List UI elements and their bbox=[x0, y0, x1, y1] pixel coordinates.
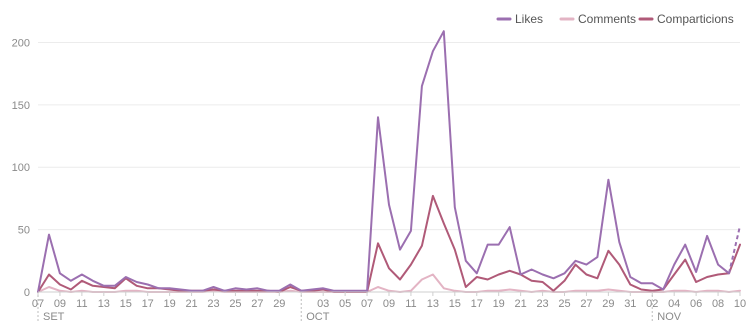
grid-lines bbox=[38, 41, 740, 293]
legend-item-comments: Comments bbox=[559, 12, 636, 26]
x-tick-label: 21 bbox=[515, 298, 527, 310]
series-lines bbox=[37, 30, 741, 293]
x-tick-label: 25 bbox=[229, 298, 241, 310]
x-tick-label: 17 bbox=[142, 298, 154, 310]
x-tick-label: 23 bbox=[207, 298, 219, 310]
y-axis: 0 50 100 150 200 bbox=[12, 37, 30, 299]
x-tick-label: 11 bbox=[405, 298, 416, 310]
x-tick-label: 19 bbox=[493, 298, 505, 310]
x-tick-label: 08 bbox=[712, 298, 724, 310]
x-tick-label: 11 bbox=[76, 298, 87, 310]
series-line-dashed-likes bbox=[728, 225, 741, 274]
month-label: OCT bbox=[306, 311, 330, 323]
x-tick-label: 31 bbox=[624, 298, 636, 310]
y-tick-label: 50 bbox=[18, 225, 30, 237]
y-tick-label: 200 bbox=[12, 37, 30, 49]
x-tick-label: 29 bbox=[602, 298, 614, 310]
legend-item-comparticions: Comparticions bbox=[638, 12, 734, 26]
x-tick-label: 06 bbox=[690, 298, 702, 310]
legend-item-likes: Likes bbox=[496, 12, 543, 26]
x-tick-label: 23 bbox=[536, 298, 548, 310]
x-tick-label: 27 bbox=[580, 298, 592, 310]
x-tick-label: 13 bbox=[427, 298, 439, 310]
x-tick-label: 09 bbox=[54, 298, 66, 310]
x-tick-label: 19 bbox=[164, 298, 176, 310]
y-tick-label: 100 bbox=[12, 162, 30, 174]
series-line-comparticions bbox=[37, 194, 741, 293]
y-tick-label: 0 bbox=[24, 287, 30, 299]
x-tick-label: 13 bbox=[98, 298, 110, 310]
series-line-likes bbox=[37, 30, 730, 293]
x-tick-label: 09 bbox=[383, 298, 395, 310]
x-tick-label: 15 bbox=[449, 298, 461, 310]
x-tick-label: 15 bbox=[120, 298, 132, 310]
legend-label: Likes bbox=[515, 12, 543, 26]
x-tick-label: 07 bbox=[361, 298, 373, 310]
legend-label: Comparticions bbox=[657, 12, 734, 26]
legend: Likes Comments Comparticions bbox=[496, 12, 734, 26]
x-tick-label: 10 bbox=[734, 298, 746, 310]
month-label: SET bbox=[43, 311, 65, 323]
x-tick-label: 29 bbox=[273, 298, 285, 310]
month-label: NOV bbox=[657, 311, 682, 323]
x-tick-label: 17 bbox=[471, 298, 483, 310]
x-tick-label: 03 bbox=[317, 298, 329, 310]
x-axis: 07 09 11 13 15 17 19 21 23 25 27 29 03 05 07 09 11 13 15 17… bbox=[32, 291, 746, 323]
legend-label: Comments bbox=[578, 12, 636, 26]
x-tick-label: 27 bbox=[251, 298, 263, 310]
x-tick-label: 04 bbox=[668, 298, 680, 310]
x-tick-label: 25 bbox=[558, 298, 570, 310]
y-tick-label: 150 bbox=[12, 100, 30, 112]
x-tick-label: 21 bbox=[185, 298, 197, 310]
x-tick-label: 05 bbox=[339, 298, 351, 310]
